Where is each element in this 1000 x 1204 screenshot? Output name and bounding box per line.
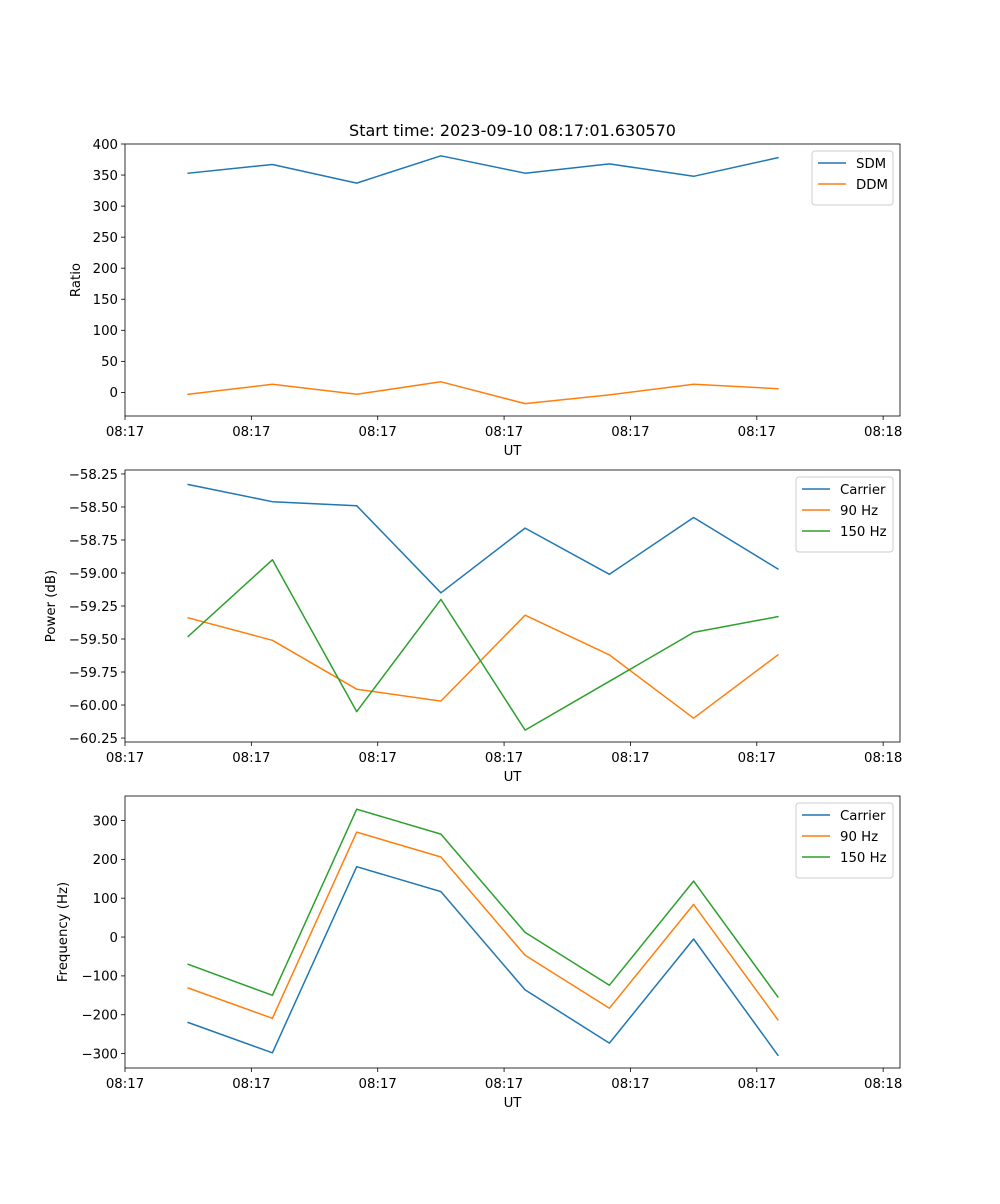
y-tick-label: −60.25 — [69, 732, 118, 747]
series-line-carrier — [187, 483, 779, 594]
y-axis-label: Power (dB) — [44, 570, 59, 642]
y-tick-label: 150 — [93, 293, 118, 308]
x-tick-label: 08:17 — [611, 1077, 649, 1092]
x-tick-label: 08:17 — [611, 425, 649, 440]
x-tick-label: 08:17 — [738, 751, 776, 766]
legend-entry: Carrier — [840, 809, 886, 824]
x-axis-label: UT — [504, 770, 523, 785]
x-tick-label: 08:17 — [106, 1077, 144, 1092]
series-line-90-hz — [187, 614, 779, 719]
legend-entry: 150 Hz — [840, 851, 887, 866]
legend-box — [795, 476, 894, 553]
legend: Carrier 90 Hz 150 Hz — [795, 802, 894, 879]
series-line-150-hz — [187, 559, 779, 731]
x-tick-label: 08:18 — [864, 751, 902, 766]
series-line-90-hz — [187, 831, 779, 1021]
y-axis-label: Ratio — [69, 263, 84, 297]
y-tick-label: 250 — [93, 231, 118, 246]
legend-entry: 90 Hz — [840, 830, 878, 845]
plots-container: 08:17 08:17 08:17 08:17 08:17 08:17 08:18 0 50 10… — [44, 138, 902, 1111]
x-tick-label: 08:17 — [359, 425, 397, 440]
y-tick-label: −59.00 — [69, 567, 118, 582]
x-axis-label: UT — [504, 1096, 523, 1111]
legend-box — [795, 802, 894, 879]
series-line-sdm — [187, 155, 779, 184]
legend-entry: Carrier — [840, 483, 886, 498]
x-tick-label: 08:17 — [106, 425, 144, 440]
x-tick-label: 08:18 — [864, 425, 902, 440]
legend-entry: 90 Hz — [840, 504, 878, 519]
y-tick-label: 100 — [93, 892, 118, 907]
y-tick-label: 350 — [93, 169, 118, 184]
plot-3: 08:17 08:17 08:17 08:17 08:17 08:17 08:18 −300 −… — [56, 795, 902, 1111]
y-tick-label: 300 — [93, 814, 118, 829]
legend-entry: 150 Hz — [840, 525, 887, 540]
legend: SDM DDM — [811, 150, 894, 206]
y-tick-label: 0 — [110, 386, 118, 401]
series-line-ddm — [187, 381, 779, 405]
y-tick-label: −200 — [81, 1009, 118, 1024]
y-tick-label: −60.00 — [69, 699, 118, 714]
y-tick-label: 400 — [93, 138, 118, 153]
x-tick-label: 08:17 — [738, 1077, 776, 1092]
axes-frame — [124, 143, 901, 417]
legend-entry: DDM — [856, 178, 888, 193]
y-tick-label: −300 — [81, 1047, 118, 1062]
x-tick-label: 08:17 — [485, 751, 523, 766]
series-line-150-hz — [187, 808, 779, 998]
plot-2: 08:17 08:17 08:17 08:17 08:17 08:17 08:18 −58.2… — [44, 468, 902, 785]
x-tick-label: 08:17 — [106, 751, 144, 766]
y-tick-label: 300 — [93, 200, 118, 215]
y-tick-label: 100 — [93, 324, 118, 339]
x-tick-label: 08:17 — [485, 1077, 523, 1092]
x-tick-label: 08:18 — [864, 1077, 902, 1092]
legend-entry: SDM — [856, 157, 886, 172]
x-tick-label: 08:17 — [485, 425, 523, 440]
x-tick-label: 08:17 — [232, 751, 270, 766]
y-tick-label: 200 — [93, 853, 118, 868]
y-tick-label: 0 — [110, 931, 118, 946]
x-tick-label: 08:17 — [232, 425, 270, 440]
plot-1: 08:17 08:17 08:17 08:17 08:17 08:17 08:18 0 50 10… — [69, 138, 902, 459]
figure-title: Start time: 2023-09-10 08:17:01.630570 — [349, 121, 676, 140]
y-tick-label: 50 — [101, 355, 118, 370]
y-tick-label: −59.25 — [69, 600, 118, 615]
y-tick-label: −59.75 — [69, 666, 118, 681]
x-tick-label: 08:17 — [359, 751, 397, 766]
x-tick-label: 08:17 — [611, 751, 649, 766]
x-tick-label: 08:17 — [359, 1077, 397, 1092]
axes-frame — [124, 469, 901, 743]
y-tick-label: −58.75 — [69, 534, 118, 549]
x-tick-label: 08:17 — [232, 1077, 270, 1092]
y-axis-label: Frequency (Hz) — [56, 882, 71, 982]
y-tick-label: −100 — [81, 970, 118, 985]
y-tick-label: −58.25 — [69, 468, 118, 483]
legend-box — [811, 150, 894, 206]
y-tick-label: 200 — [93, 262, 118, 277]
y-tick-label: −58.50 — [69, 501, 118, 516]
x-tick-label: 08:17 — [738, 425, 776, 440]
series-line-carrier — [187, 865, 779, 1057]
axes-frame — [124, 795, 901, 1069]
x-axis-label: UT — [504, 444, 523, 459]
legend: Carrier 90 Hz 150 Hz — [795, 476, 894, 553]
y-tick-label: −59.50 — [69, 633, 118, 648]
